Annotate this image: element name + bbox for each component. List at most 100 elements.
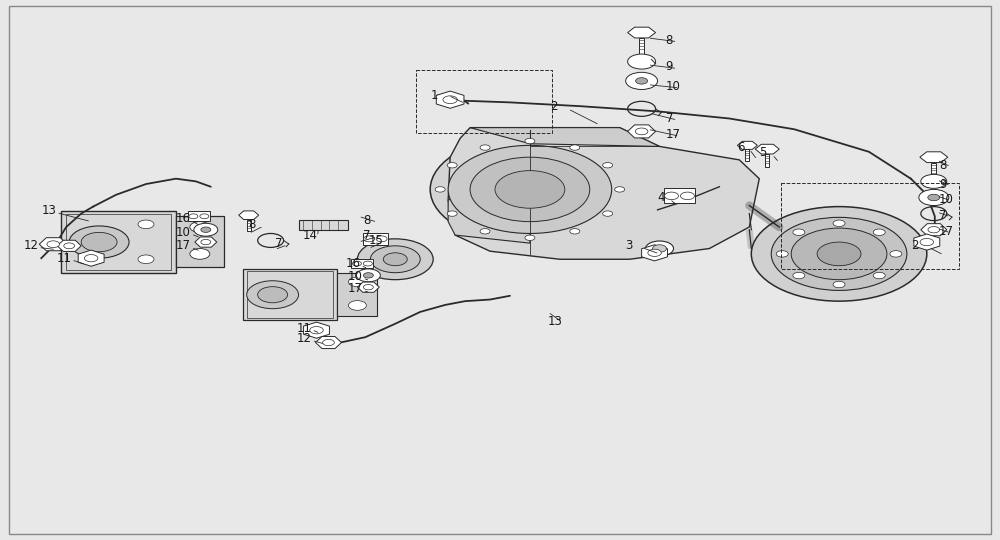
Text: 10: 10 [176,226,191,239]
Circle shape [247,281,299,309]
Circle shape [357,239,433,280]
Text: 7: 7 [939,208,946,222]
Circle shape [615,187,625,192]
Circle shape [189,214,198,219]
Circle shape [653,245,667,252]
Circle shape [84,254,98,262]
Circle shape [363,261,372,266]
Text: 17: 17 [666,128,681,141]
Circle shape [138,255,154,264]
Polygon shape [755,144,779,154]
Circle shape [383,253,407,266]
Text: 4: 4 [658,191,665,204]
Bar [351,259,373,268]
Text: 11: 11 [56,252,71,265]
Circle shape [928,194,940,201]
Circle shape [310,327,323,334]
Circle shape [890,251,902,257]
Circle shape [258,287,288,303]
Bar [363,233,388,245]
Circle shape [635,128,648,135]
Circle shape [791,228,887,280]
Circle shape [570,228,580,234]
Text: 12: 12 [297,332,312,345]
Circle shape [480,228,490,234]
Circle shape [470,157,590,221]
Circle shape [364,236,375,242]
Circle shape [833,281,845,288]
Polygon shape [470,127,660,146]
Circle shape [138,220,154,228]
Circle shape [603,163,613,168]
Text: 8: 8 [249,218,256,231]
Circle shape [348,301,366,310]
Text: 5: 5 [759,146,767,159]
Text: 8: 8 [939,159,946,172]
Polygon shape [57,240,81,252]
Circle shape [771,218,907,291]
Circle shape [928,227,940,233]
Circle shape [680,192,694,200]
Bar [781,183,959,269]
Circle shape [190,248,210,259]
Circle shape [648,249,661,256]
Circle shape [370,246,420,273]
Circle shape [200,214,209,219]
Text: 12: 12 [23,239,38,252]
Circle shape [47,241,60,248]
Circle shape [793,272,805,279]
Polygon shape [737,141,757,150]
Circle shape [919,190,949,206]
Circle shape [873,272,885,279]
Circle shape [443,96,457,104]
Text: 8: 8 [666,33,673,46]
Polygon shape [448,127,759,259]
Circle shape [352,261,361,266]
Circle shape [194,223,218,236]
Text: 7: 7 [363,228,371,241]
Circle shape [190,221,210,232]
Circle shape [447,163,457,168]
Text: 11: 11 [297,321,312,334]
Polygon shape [316,336,341,349]
Polygon shape [39,238,67,251]
Circle shape [751,207,927,301]
Circle shape [628,54,656,69]
Polygon shape [628,125,656,138]
Text: 16: 16 [176,212,191,226]
Polygon shape [628,27,656,38]
Text: 10: 10 [666,80,680,93]
Polygon shape [914,234,940,250]
Text: 2: 2 [911,239,918,252]
Polygon shape [195,237,217,247]
Text: 7: 7 [666,112,673,125]
Bar [745,150,749,161]
Text: 10: 10 [939,193,954,206]
Circle shape [348,277,366,287]
Circle shape [525,138,535,144]
Text: 16: 16 [345,257,360,270]
Circle shape [833,220,845,226]
Circle shape [201,239,211,245]
Text: 6: 6 [737,141,745,154]
Circle shape [525,235,535,240]
Bar [66,214,171,270]
Bar [664,188,695,204]
Circle shape [570,145,580,150]
Polygon shape [436,91,464,109]
Text: 2: 2 [550,100,557,113]
Circle shape [201,227,211,232]
Bar [931,163,936,178]
Polygon shape [239,211,259,219]
Polygon shape [357,282,379,292]
Text: 9: 9 [939,178,946,191]
Circle shape [376,236,387,242]
Polygon shape [448,195,530,243]
Circle shape [363,285,373,290]
Circle shape [81,232,117,252]
Text: 7: 7 [275,237,282,249]
Circle shape [646,241,674,256]
Text: 1: 1 [430,89,438,102]
Bar [61,211,176,273]
Circle shape [776,251,788,257]
